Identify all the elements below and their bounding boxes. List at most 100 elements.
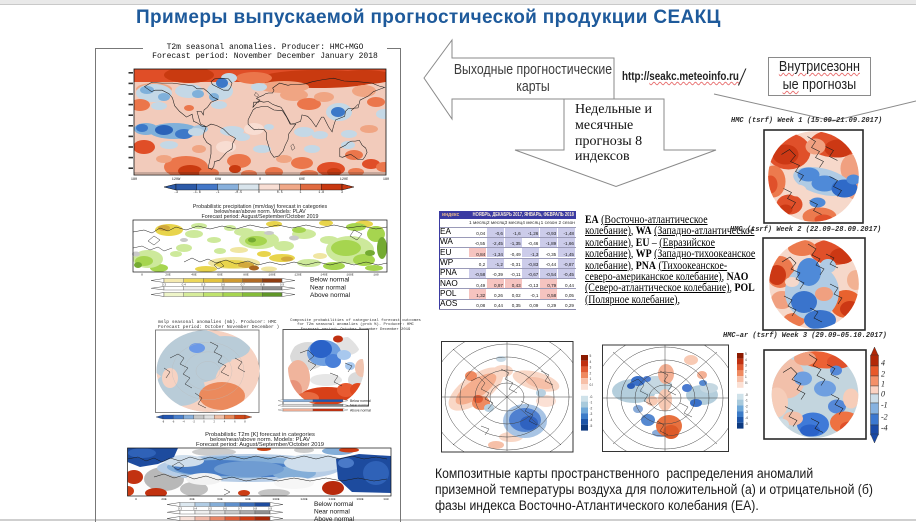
svg-text:-0.5: -0.5	[234, 190, 242, 194]
svg-text:Near normal: Near normal	[314, 509, 350, 516]
svg-text:5: 5	[590, 354, 592, 358]
svg-text:-0.5: -0.5	[590, 395, 594, 399]
svg-text:-1: -1	[745, 399, 748, 403]
svg-text:140E: 140E	[328, 498, 335, 501]
svg-text:0: 0	[258, 190, 260, 194]
svg-text:Above normal: Above normal	[350, 408, 371, 412]
svg-text:1: 1	[300, 190, 302, 194]
svg-text:-2: -2	[590, 406, 593, 410]
svg-text:1.8: 1.8	[318, 190, 324, 194]
svg-text:0.4: 0.4	[182, 283, 187, 287]
svg-text:180: 180	[131, 178, 137, 182]
svg-text:180: 180	[373, 274, 379, 277]
svg-text:6: 6	[234, 420, 236, 424]
svg-text:0.3: 0.3	[178, 507, 183, 511]
svg-text:-2: -2	[193, 420, 196, 424]
svg-text:-4: -4	[182, 420, 185, 424]
svg-text:40E: 40E	[191, 274, 197, 277]
svg-text:1: 1	[881, 380, 885, 389]
svg-text:-4: -4	[881, 424, 888, 433]
svg-text:-6: -6	[172, 420, 175, 424]
svg-text:-1: -1	[881, 401, 888, 410]
svg-text:-8: -8	[162, 420, 165, 424]
svg-text:180: 180	[383, 178, 389, 182]
svg-text:-3: -3	[590, 412, 593, 416]
svg-text:2: 2	[745, 369, 747, 373]
svg-text:Near normal: Near normal	[350, 404, 369, 408]
svg-text:Below normal: Below normal	[314, 501, 354, 508]
svg-text:160E: 160E	[356, 498, 363, 501]
svg-text:60E: 60E	[217, 498, 223, 501]
svg-text:3: 3	[590, 366, 592, 370]
svg-text:0.9: 0.9	[268, 507, 273, 511]
svg-text:0.5: 0.5	[201, 297, 206, 298]
svg-text:0.8: 0.8	[260, 283, 265, 287]
svg-text:80E: 80E	[245, 498, 251, 501]
svg-text:0.6: 0.6	[223, 507, 228, 511]
svg-text:-4: -4	[745, 416, 748, 420]
svg-text:0: 0	[881, 390, 885, 399]
svg-text:5: 5	[745, 352, 747, 356]
svg-text:0.3: 0.3	[162, 297, 167, 298]
svg-text:0.8: 0.8	[253, 507, 258, 511]
svg-text:100E: 100E	[272, 498, 279, 501]
svg-text:160E: 160E	[346, 274, 353, 277]
svg-text:0.9: 0.9	[280, 297, 285, 298]
svg-text:0.8: 0.8	[260, 297, 265, 298]
svg-text:2: 2	[881, 370, 885, 379]
svg-text:2: 2	[213, 420, 215, 424]
svg-text:-2: -2	[881, 413, 888, 422]
svg-text:120E: 120E	[300, 498, 307, 501]
svg-text:1: 1	[745, 375, 747, 379]
svg-text:4: 4	[881, 359, 885, 368]
svg-text:60E: 60E	[217, 274, 223, 277]
svg-text:0.6: 0.6	[221, 283, 226, 287]
svg-text:-5: -5	[745, 422, 748, 426]
svg-text:0.6: 0.6	[221, 297, 226, 298]
svg-text:0: 0	[135, 498, 137, 501]
svg-text:0.5: 0.5	[208, 507, 213, 511]
svg-text:4: 4	[590, 360, 592, 364]
svg-text:-4: -4	[590, 418, 593, 422]
svg-text:0: 0	[141, 274, 143, 277]
svg-text:180: 180	[383, 498, 389, 501]
svg-text:20E: 20E	[161, 498, 167, 501]
svg-text:-1.8: -1.8	[193, 190, 201, 194]
svg-text:2: 2	[590, 371, 592, 375]
svg-text:-3: -3	[174, 190, 178, 194]
svg-text:120E: 120E	[340, 178, 348, 182]
svg-text:100E: 100E	[268, 274, 275, 277]
svg-text:-3: -3	[745, 410, 748, 414]
svg-text:-0.5: -0.5	[745, 393, 748, 397]
svg-text:-1: -1	[590, 401, 593, 405]
svg-text:-1: -1	[216, 190, 220, 194]
svg-text:0.4: 0.4	[182, 297, 187, 298]
svg-text:0.4: 0.4	[193, 507, 198, 511]
svg-text:Below normal: Below normal	[310, 277, 350, 284]
svg-text:0.5: 0.5	[277, 190, 283, 194]
svg-text:0.7: 0.7	[238, 507, 243, 511]
svg-text:80E: 80E	[243, 274, 249, 277]
svg-text:0.5: 0.5	[201, 283, 206, 287]
svg-text:0.7: 0.7	[241, 283, 246, 287]
svg-text:0.5: 0.5	[745, 381, 748, 385]
svg-text:Above normal: Above normal	[314, 516, 355, 521]
svg-text:-5: -5	[590, 424, 593, 428]
svg-text:0: 0	[259, 178, 261, 182]
svg-text:0: 0	[203, 420, 205, 424]
svg-text:60W: 60W	[215, 178, 222, 182]
svg-text:4: 4	[745, 358, 747, 362]
svg-text:0.7: 0.7	[241, 297, 246, 298]
svg-text:4: 4	[224, 420, 226, 424]
svg-text:8: 8	[244, 420, 246, 424]
svg-text:Above normal: Above normal	[310, 292, 351, 298]
svg-text:3: 3	[745, 364, 747, 368]
svg-text:140E: 140E	[320, 274, 327, 277]
svg-text:120E: 120E	[294, 274, 301, 277]
svg-text:120W: 120W	[172, 178, 181, 182]
svg-text:0.3: 0.3	[162, 283, 167, 287]
svg-text:Near normal: Near normal	[310, 285, 346, 292]
svg-text:-2: -2	[745, 404, 748, 408]
svg-text:20E: 20E	[165, 274, 171, 277]
svg-text:Below normal: Below normal	[350, 399, 371, 403]
